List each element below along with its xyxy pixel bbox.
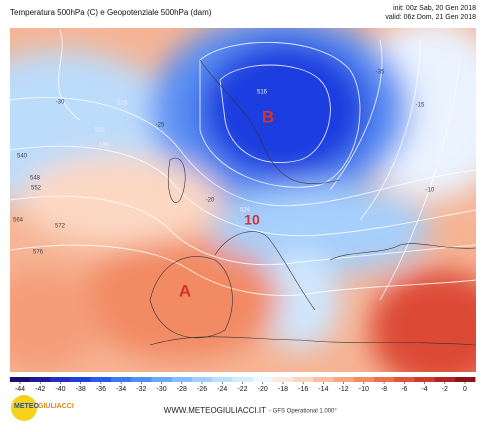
low-pressure-label: B bbox=[262, 107, 274, 126]
colorbar-tick-label: -10 bbox=[359, 386, 369, 393]
colorbar-tick-label: 0 bbox=[463, 386, 467, 393]
colorbar-tick-label: -26 bbox=[197, 386, 207, 393]
colorbar-swatch bbox=[333, 377, 355, 382]
colorbar-tick-label: -6 bbox=[401, 386, 407, 393]
colorbar-swatch bbox=[111, 377, 132, 382]
colorbar-swatch bbox=[272, 377, 294, 382]
colorbar-swatch bbox=[171, 377, 193, 382]
high-pressure-label: A bbox=[179, 281, 191, 300]
colorbar-tick-label: -2 bbox=[442, 386, 448, 393]
colorbar-tick-label: -4 bbox=[421, 386, 427, 393]
site: WWW.METEOGIULIACCI.IT bbox=[164, 406, 266, 415]
colorbar-tick-label: -22 bbox=[237, 386, 247, 393]
colorbar-tick-label: -8 bbox=[381, 386, 387, 393]
colorbar-swatch bbox=[50, 377, 71, 382]
colorbar-swatch bbox=[131, 377, 152, 382]
colorbar-tick-label: -24 bbox=[217, 386, 227, 393]
colorbar-tick-label: -16 bbox=[298, 386, 308, 393]
contour-label: 524 bbox=[240, 208, 251, 214]
colorbar-swatch bbox=[434, 377, 456, 382]
colorbar-tick-label: -12 bbox=[339, 386, 349, 393]
contour-label: -35 bbox=[376, 70, 385, 76]
colorbar-swatch bbox=[151, 377, 173, 382]
colorbar-tick-label: -34 bbox=[116, 386, 126, 393]
colorbar-tick-label: -14 bbox=[318, 386, 328, 393]
contour-label: 540 bbox=[17, 154, 28, 160]
colorbar-tick-label: -28 bbox=[177, 386, 187, 393]
colorbar-tick-label: -32 bbox=[136, 386, 146, 393]
contour-label: -30 bbox=[56, 100, 65, 106]
title: Temperatura 500hPa (C) e Geopotenziale 5… bbox=[10, 8, 212, 17]
logo: METEO GIULIACCI bbox=[11, 395, 74, 421]
init-time: init: 00z Sab, 20 Gen 2018 bbox=[393, 5, 476, 12]
contour-label: -20 bbox=[206, 198, 215, 204]
contour-label: -15 bbox=[416, 103, 425, 109]
contour-label: 576 bbox=[33, 250, 44, 256]
logo-text: GIULIACCI bbox=[38, 403, 74, 410]
contour-label: 548 bbox=[30, 176, 41, 182]
contours bbox=[10, 29, 476, 301]
contour-label: 564 bbox=[13, 218, 24, 224]
colorbar-swatch bbox=[414, 377, 435, 382]
colorbar-swatch bbox=[70, 377, 92, 382]
colorbar-swatch bbox=[313, 377, 334, 382]
contour-label: 528 bbox=[117, 101, 128, 107]
colorbar-swatch bbox=[212, 377, 233, 382]
colorbar-swatch bbox=[373, 377, 395, 382]
map: B A 10 540 548 552 564 572 576 528 532 536 524 516… bbox=[10, 28, 476, 372]
contour-label: 572 bbox=[55, 224, 66, 230]
contour-label: 516 bbox=[257, 90, 268, 96]
coastlines bbox=[149, 59, 476, 346]
colorbar-tick-label: -36 bbox=[96, 386, 106, 393]
colorbar-swatch bbox=[90, 377, 112, 382]
colorbar-swatch bbox=[30, 377, 51, 382]
center-label: 10 bbox=[244, 212, 260, 228]
contour-label: 532 bbox=[95, 128, 106, 134]
colorbar-tick-label: -20 bbox=[258, 386, 268, 393]
colorbar-swatch bbox=[454, 377, 476, 382]
colorbar-swatch bbox=[9, 377, 31, 382]
contour-label: -10 bbox=[426, 188, 435, 194]
contour-label: 552 bbox=[31, 186, 42, 192]
colorbar-tick-label: -18 bbox=[278, 386, 288, 393]
contour-label: -25 bbox=[156, 123, 165, 129]
colorbar-tick-label: -30 bbox=[157, 386, 167, 393]
colorbar-swatch bbox=[353, 377, 375, 382]
model: - GFS Operational 1.000° bbox=[269, 409, 337, 415]
colorbar-tick-label: -40 bbox=[55, 386, 65, 393]
colorbar-swatch bbox=[394, 377, 415, 382]
colorbar-swatch bbox=[293, 377, 314, 382]
colorbar-swatch bbox=[252, 377, 274, 382]
logo-text: METEO bbox=[14, 403, 39, 410]
colorbar-swatch bbox=[191, 377, 213, 382]
colorbar-tick-label: -44 bbox=[15, 386, 25, 393]
contour-label: 536 bbox=[99, 143, 110, 149]
valid-time: valid: 06z Dom, 21 Gen 2018 bbox=[385, 14, 476, 21]
colorbar-tick-label: -42 bbox=[35, 386, 45, 393]
colorbar-tick-label: -38 bbox=[76, 386, 86, 393]
colorbar-swatch bbox=[232, 377, 253, 382]
